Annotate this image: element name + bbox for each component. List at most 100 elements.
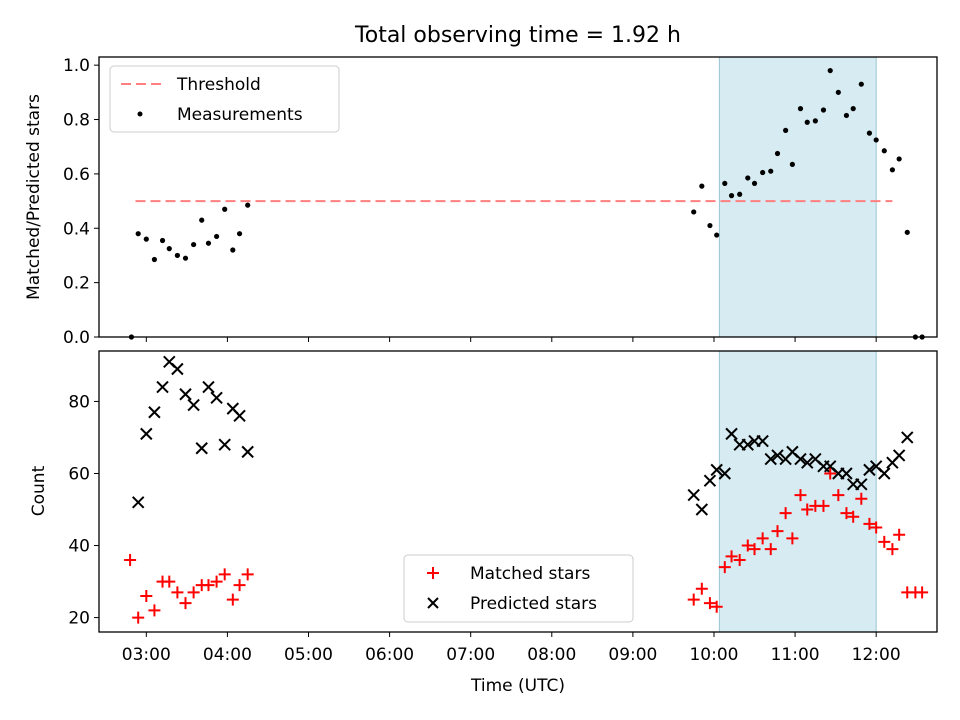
legend-threshold-label: Threshold: [176, 75, 261, 95]
matched-star-marker: [886, 543, 899, 556]
top-shaded-span: [718, 56, 877, 338]
bottom-y-tick-label: 40: [68, 537, 90, 557]
predicted-star-marker: [131, 496, 145, 509]
matched-star-marker: [171, 586, 184, 599]
predicted-star-marker: [892, 449, 906, 462]
measurement-point: [722, 180, 728, 187]
x-tick-label: 05:00: [284, 645, 333, 665]
measurement-point: [850, 106, 856, 112]
measurement-point: [191, 241, 197, 248]
predicted-star-marker: [195, 442, 208, 455]
measurement-point: [737, 191, 743, 197]
measurement-point: [182, 255, 189, 261]
bottom-y-tick-label: 80: [68, 392, 90, 412]
matched-star-marker: [218, 568, 231, 581]
measurement-point: [789, 161, 795, 167]
top-y-axis-label: Matched/Predicted stars: [24, 94, 44, 300]
measurement-point: [199, 217, 205, 223]
legend-matched-label: Matched stars: [470, 564, 590, 584]
chart-title: Total observing time = 1.92 h: [354, 23, 681, 48]
x-tick-label: 06:00: [365, 645, 414, 665]
bottom-y-ticks: 20 40 60 80: [68, 392, 99, 629]
predicted-star-marker: [179, 388, 192, 401]
matched-star-marker: [124, 553, 137, 566]
predicted-star-marker: [710, 463, 723, 477]
legend-measurements-swatch: [137, 111, 143, 117]
measurement-point: [804, 119, 810, 125]
bottom-legend: Matched stars Predicted stars: [403, 554, 634, 623]
matched-star-marker: [148, 604, 161, 617]
predicted-star-marker: [210, 391, 223, 405]
matched-star-marker: [710, 600, 723, 613]
x-tick-label: 12:00: [852, 645, 901, 665]
matched-star-marker: [794, 489, 807, 502]
legend-predicted-label: Predicted stars: [470, 594, 597, 614]
top-y-ticks: 0.0 0.2 0.4 0.6 0.8 1.0: [63, 56, 99, 348]
matched-star-marker: [801, 503, 814, 516]
predicted-star-marker: [156, 380, 169, 394]
top-legend-box: [109, 65, 340, 133]
predicted-star-marker: [148, 406, 161, 419]
matched-star-marker: [733, 553, 746, 566]
predicted-star-marker: [218, 438, 231, 451]
predicted-star-marker: [878, 467, 891, 480]
measurement-point: [135, 231, 141, 237]
matched-star-marker: [725, 550, 738, 563]
predicted-star-marker: [764, 452, 777, 466]
measurement-point: [812, 118, 818, 124]
matched-star-marker: [241, 568, 254, 581]
matched-star-marker: [703, 597, 716, 610]
measurement-point: [820, 107, 827, 113]
bottom-y-tick-label: 60: [68, 464, 90, 484]
matched-star-marker: [210, 575, 223, 588]
top-y-tick-label: 0.6: [63, 165, 90, 185]
bottom-legend-box: [403, 554, 634, 623]
bottom-plot-frame: [98, 350, 938, 633]
matched-star-marker: [786, 532, 799, 545]
predicted-star-marker: [695, 503, 709, 516]
measurement-point: [159, 237, 166, 244]
matched-star-marker: [764, 543, 777, 556]
measurement-point: [174, 252, 180, 259]
top-y-tick-label: 0.2: [63, 274, 90, 294]
matched-star-marker: [132, 611, 145, 624]
top-legend: Threshold Measurements: [109, 65, 340, 133]
measurement-point: [143, 236, 149, 242]
top-y-tick-label: 0.4: [63, 219, 90, 239]
predicted-star-marker: [703, 474, 717, 487]
matched-star-marker: [687, 593, 700, 606]
measurement-point: [774, 150, 781, 157]
predicted-star-marker: [171, 362, 184, 376]
predicted-star-marker: [771, 449, 784, 462]
measurement-point: [843, 112, 850, 119]
matched-star-marker: [202, 579, 215, 592]
predicted-star-marker: [801, 456, 814, 469]
legend-measurements-label: Measurements: [177, 105, 303, 125]
top-x-ticks: [145, 337, 877, 342]
measurement-point: [889, 167, 895, 173]
predicted-star-marker: [756, 434, 769, 448]
matched-star-marker: [771, 525, 784, 538]
measurement-point: [205, 240, 212, 246]
bottom-y-axis-label: Count: [29, 465, 49, 516]
x-axis-label: Time (UTC): [470, 676, 565, 696]
matched-star-markers: [124, 467, 929, 624]
measurement-point: [745, 175, 751, 181]
measurement-point: [760, 169, 766, 176]
predicted-star-marker: [241, 445, 254, 459]
matched-star-marker: [741, 539, 754, 552]
x-tick-label: 03:00: [122, 645, 171, 665]
measurement-point: [222, 206, 228, 212]
matched-star-marker: [878, 535, 891, 548]
measurement-point: [166, 246, 172, 252]
measurement-point: [827, 67, 833, 74]
measurement-point: [213, 233, 220, 240]
top-plot-frame: [98, 56, 938, 338]
measurement-point: [896, 156, 902, 162]
measurement-point: [151, 256, 158, 263]
predicted-star-marker: [794, 452, 807, 466]
matched-star-marker: [187, 586, 200, 599]
predicted-star-marker: [687, 488, 700, 502]
